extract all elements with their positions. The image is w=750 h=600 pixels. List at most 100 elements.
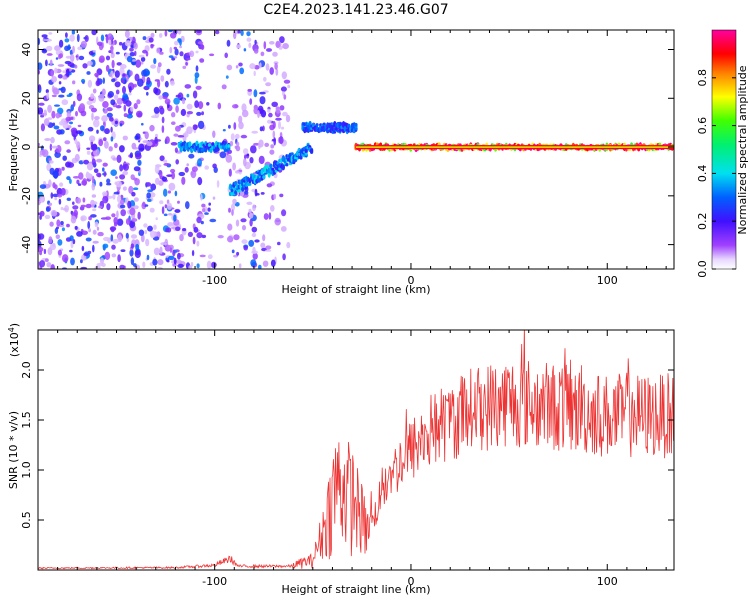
spectrogram-cell bbox=[126, 114, 133, 119]
spectrogram-cell bbox=[251, 226, 258, 233]
spectrogram-cell bbox=[181, 98, 186, 105]
spectrogram-cell bbox=[158, 95, 164, 100]
spectrogram-cell bbox=[104, 140, 109, 149]
spectrogram-cell bbox=[102, 101, 109, 108]
spectrogram-cell bbox=[231, 209, 234, 216]
spectrogram-cell bbox=[52, 122, 56, 127]
spectrogram-cell bbox=[200, 220, 204, 225]
spectrogram-cell bbox=[62, 70, 67, 74]
spectrogram-cell bbox=[70, 54, 75, 62]
spectrogram-cell bbox=[267, 108, 271, 113]
spectrogram-cell bbox=[117, 254, 121, 263]
spectrogram-cell bbox=[157, 79, 161, 88]
spectrogram-cell bbox=[166, 202, 173, 210]
spectrogram-cell bbox=[58, 121, 65, 126]
spectrogram-cell bbox=[80, 40, 87, 48]
spectrogram-cell bbox=[66, 149, 71, 153]
spectrogram-cell bbox=[50, 136, 55, 144]
spectrogram-cell bbox=[82, 63, 88, 69]
spectrogram-cell bbox=[102, 196, 109, 204]
spectrogram-cell bbox=[283, 79, 291, 84]
spectrogram-cell bbox=[127, 200, 132, 209]
spectrogram-cell bbox=[111, 78, 116, 83]
spectrogram-cell bbox=[102, 167, 105, 172]
y-tick-label: 2.0 bbox=[20, 361, 33, 379]
spectrogram-cell bbox=[186, 93, 190, 98]
spectrogram-cell bbox=[212, 196, 216, 200]
spectrogram-cell bbox=[81, 180, 87, 186]
spectrogram-cell bbox=[130, 234, 138, 239]
spectrogram-cell bbox=[270, 205, 275, 212]
spectrogram-cell bbox=[137, 159, 142, 166]
spectrogram-cell bbox=[90, 93, 95, 100]
spectrogram-cell bbox=[277, 241, 281, 246]
spectrogram-cell bbox=[72, 80, 76, 85]
spectrogram-cell bbox=[266, 48, 272, 52]
spectrogram-cell bbox=[279, 105, 285, 111]
spectrogram-cell bbox=[224, 52, 228, 59]
spectrogram-cell bbox=[57, 249, 63, 256]
spectrogram-cell bbox=[275, 106, 281, 114]
spectrogram-cell bbox=[61, 99, 69, 106]
spectrogram-cell bbox=[94, 265, 101, 269]
spectrogram-cell bbox=[135, 243, 140, 251]
spectrogram-cell bbox=[215, 30, 220, 35]
spectrogram-cell bbox=[146, 77, 151, 85]
spectrogram-cell bbox=[262, 260, 269, 267]
spectrogram-cell bbox=[251, 232, 257, 238]
spectrogram-cell bbox=[51, 145, 58, 149]
spectrogram-cell bbox=[94, 72, 99, 77]
spectrogram-cell bbox=[282, 43, 289, 50]
spectrogram-cell bbox=[228, 168, 232, 177]
spectrogram-cell bbox=[166, 68, 171, 75]
spectrogram-cell bbox=[201, 203, 206, 208]
spectrogram-cell bbox=[45, 59, 48, 67]
spectrogram-cell bbox=[236, 251, 240, 256]
spectrogram-cell bbox=[90, 144, 98, 151]
spectrogram-cell bbox=[73, 209, 78, 217]
spectrogram-cell bbox=[125, 100, 132, 107]
spectrogram-cell bbox=[133, 42, 138, 50]
spectrogram-cell bbox=[77, 46, 83, 51]
spectrogram-cell bbox=[129, 70, 133, 76]
spectrogram-cell bbox=[121, 78, 125, 84]
spectrogram-cell bbox=[243, 158, 247, 167]
spectrogram-cell bbox=[125, 218, 131, 225]
spectrogram-cell bbox=[134, 50, 137, 57]
spectrogram-cell bbox=[58, 94, 65, 98]
spectrogram-cell bbox=[271, 167, 275, 171]
colorbar-gradient bbox=[711, 29, 737, 270]
spectrogram-cell bbox=[108, 39, 112, 46]
spectrogram-cell bbox=[266, 183, 273, 188]
spectrogram-cell bbox=[170, 32, 177, 39]
spectrogram-cell bbox=[159, 51, 164, 55]
spectrogram-cell bbox=[186, 57, 191, 61]
spectrogram-cell bbox=[260, 51, 265, 57]
spectrogram-cell bbox=[175, 159, 179, 165]
snr-multiplier: (x104) bbox=[7, 323, 21, 357]
spectrogram-cell bbox=[80, 266, 88, 269]
spectrogram-cell bbox=[69, 34, 75, 42]
spectrogram-cell bbox=[54, 67, 58, 74]
spectrogram-cell bbox=[248, 208, 252, 214]
spectrogram-cell bbox=[56, 219, 61, 227]
spectrogram-cell bbox=[113, 94, 119, 101]
spectrogram-cell bbox=[175, 226, 181, 232]
spectrogram-cell bbox=[119, 123, 123, 127]
spectrogram-cell bbox=[55, 234, 60, 240]
spectrogram-cell bbox=[54, 88, 60, 95]
spectrogram-cell bbox=[188, 153, 195, 159]
spectrogram-cell bbox=[242, 225, 246, 231]
spectrogram-cell bbox=[133, 197, 139, 202]
spectrogram-cell bbox=[93, 119, 100, 128]
spectrogram-cell bbox=[265, 63, 270, 71]
spectrogram-cell bbox=[354, 122, 358, 127]
spectrogram-cell bbox=[82, 197, 86, 203]
snr-ylabel: SNR (10 * v/v) bbox=[7, 411, 20, 489]
spectrogram-cell bbox=[126, 74, 129, 82]
spectrogram-cell bbox=[108, 146, 113, 152]
spectrogram-cell bbox=[58, 88, 64, 91]
spectrogram-cell bbox=[92, 208, 97, 212]
spectrogram-cell bbox=[156, 47, 161, 54]
spectrogram-cell bbox=[146, 70, 150, 76]
